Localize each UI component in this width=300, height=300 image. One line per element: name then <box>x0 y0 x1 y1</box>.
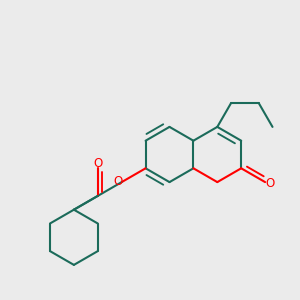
Text: O: O <box>93 157 102 170</box>
Text: O: O <box>265 177 274 190</box>
Text: O: O <box>113 175 123 188</box>
